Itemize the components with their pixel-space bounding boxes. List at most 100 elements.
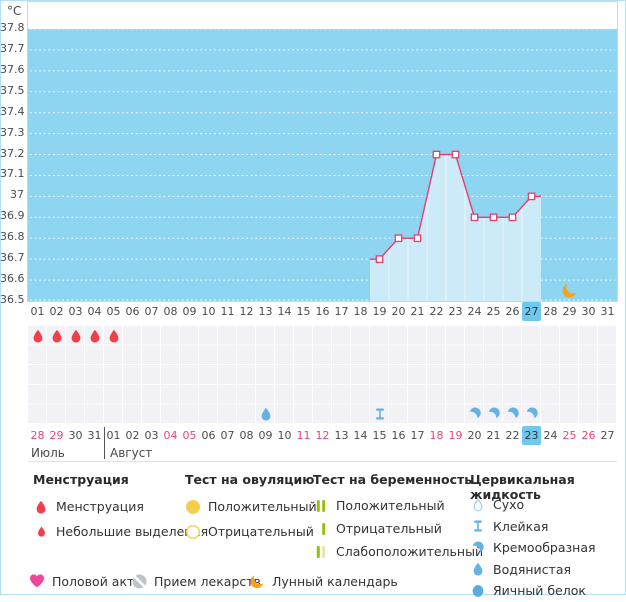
cycle-day-cell[interactable]: 04 <box>87 305 102 318</box>
y-tick-label: 37.7 <box>0 41 25 55</box>
cycle-day-cell[interactable]: 05 <box>106 305 121 318</box>
legend-item-label: Положительный <box>208 499 317 514</box>
calendar-day-cell[interactable]: 05 <box>182 429 197 442</box>
calendar-day-cell[interactable]: 16 <box>391 429 406 442</box>
calendar-day-cell[interactable]: 21 <box>486 429 501 442</box>
calendar-day-cell[interactable]: 23 <box>522 426 541 445</box>
calendar-day-cell[interactable]: 11 <box>296 429 311 442</box>
preg-neg-icon <box>313 522 329 536</box>
cycle-day-cell[interactable]: 13 <box>258 305 273 318</box>
calendar-day-cell[interactable]: 20 <box>467 429 482 442</box>
cycle-day-cell[interactable]: 16 <box>315 305 330 318</box>
cycle-day-cell[interactable]: 12 <box>239 305 254 318</box>
calendar-day-cell[interactable]: 12 <box>315 429 330 442</box>
calendar-day-cell[interactable]: 25 <box>562 429 577 442</box>
calendar-day-cell[interactable]: 06 <box>201 429 216 442</box>
calendar-day-cell[interactable]: 24 <box>543 429 558 442</box>
legend-section-title: Цервикальная жидкость <box>470 472 575 502</box>
legend-item: Слабоположительный <box>313 540 483 563</box>
menstruation-icon <box>104 326 123 346</box>
cycle-day-cell[interactable]: 01 <box>30 305 45 318</box>
cycle-day-cell[interactable]: 31 <box>600 305 615 318</box>
calendar-day-cell[interactable]: 27 <box>600 429 615 442</box>
calendar-day-cell[interactable]: 03 <box>144 429 159 442</box>
calendar-day-cell[interactable]: 26 <box>581 429 596 442</box>
event-grid[interactable] <box>28 326 617 424</box>
legend-item: Яичный белок <box>470 580 626 602</box>
creamy-icon <box>465 404 484 424</box>
cycle-day-cell[interactable]: 19 <box>372 305 387 318</box>
menstruation-icon <box>28 326 47 346</box>
cycle-day-cell[interactable]: 09 <box>182 305 197 318</box>
legend-section-title: Тест на беременность <box>313 472 473 487</box>
legend-section-title: Тест на овуляцию <box>185 472 315 487</box>
calendar-day-cell[interactable]: 09 <box>258 429 273 442</box>
calendar-day-cell[interactable]: 08 <box>239 429 254 442</box>
month-label: Июль <box>31 446 65 460</box>
calendar-day-cell[interactable]: 17 <box>410 429 425 442</box>
calendar-day-cell[interactable]: 18 <box>429 429 444 442</box>
calendar-day-cell[interactable]: 02 <box>125 429 140 442</box>
temperature-point <box>508 213 517 222</box>
cycle-day-cell[interactable]: 23 <box>448 305 463 318</box>
calendar-day-cell[interactable]: 01 <box>106 429 121 442</box>
temperature-point <box>394 234 403 243</box>
legend-footer-item: Прием лекарств <box>131 570 261 592</box>
legend-item-label: Положительный <box>336 498 445 513</box>
calendar-day-cell[interactable]: 30 <box>68 429 83 442</box>
legend-item: Водянистая <box>470 559 626 581</box>
cycle-day-cell[interactable]: 25 <box>486 305 501 318</box>
legend-item-label: Половой акт <box>52 573 135 589</box>
calendar-day-cell[interactable]: 07 <box>220 429 235 442</box>
calendar-day-cell[interactable]: 31 <box>87 429 102 442</box>
legend-item-label: Слабоположительный <box>336 544 484 559</box>
cycle-day-cell[interactable]: 15 <box>296 305 311 318</box>
legend-item-label: Яичный белок <box>493 583 586 599</box>
calendar-day-cell[interactable]: 29 <box>49 429 64 442</box>
cycle-day-cell[interactable]: 02 <box>49 305 64 318</box>
cycle-day-cell[interactable]: 14 <box>277 305 292 318</box>
cycle-day-cell[interactable]: 08 <box>163 305 178 318</box>
cycle-day-cell[interactable]: 18 <box>353 305 368 318</box>
y-tick-label: 36.9 <box>0 209 25 223</box>
calendar-day-cell[interactable]: 04 <box>163 429 178 442</box>
cycle-day-cell[interactable]: 28 <box>543 305 558 318</box>
legend-item-label: Небольшие выделения <box>56 524 209 539</box>
cycle-day-cell[interactable]: 11 <box>220 305 235 318</box>
legend-section: Цервикальная жидкость Сухо Клейкая Кремообр… <box>470 472 626 602</box>
cycle-day-cell[interactable]: 22 <box>429 305 444 318</box>
legend-section-title: Менструация <box>33 472 129 487</box>
calendar-day-row: 28 29 30 31 01 02 03 04 05 06 07 08 09 10 11 12 13 14 15 16… <box>28 426 617 446</box>
calendar-day-cell[interactable]: 10 <box>277 429 292 442</box>
cycle-day-cell[interactable]: 17 <box>334 305 349 318</box>
legend-item-label: Прием лекарств <box>154 573 261 589</box>
calendar-day-cell[interactable]: 19 <box>448 429 463 442</box>
cycle-day-cell[interactable]: 26 <box>505 305 520 318</box>
legend-item-label: Водянистая <box>493 561 572 577</box>
cycle-day-cell[interactable]: 10 <box>201 305 216 318</box>
legend-item: Положительный <box>313 494 483 517</box>
temperature-point <box>375 255 384 264</box>
cycle-day-cell[interactable]: 03 <box>68 305 83 318</box>
moon-icon <box>561 282 578 299</box>
calendar-day-cell[interactable]: 14 <box>353 429 368 442</box>
y-tick-label: 37.2 <box>0 146 25 160</box>
cycle-day-cell[interactable]: 29 <box>562 305 577 318</box>
calendar-day-cell[interactable]: 22 <box>505 429 520 442</box>
watery-icon <box>470 562 486 576</box>
temperature-chart-svg <box>28 2 617 301</box>
calendar-day-cell[interactable]: 28 <box>30 429 45 442</box>
cycle-day-cell[interactable]: 27 <box>522 302 541 321</box>
y-tick-label: 37.8 <box>0 21 25 34</box>
cycle-day-cell[interactable]: 07 <box>144 305 159 318</box>
calendar-day-cell[interactable]: 15 <box>372 429 387 442</box>
creamy-icon <box>484 404 503 424</box>
cycle-day-cell[interactable]: 30 <box>581 305 596 318</box>
cycle-day-cell[interactable]: 20 <box>391 305 406 318</box>
cycle-day-cell[interactable]: 24 <box>467 305 482 318</box>
legend-footer-item: Половой акт <box>29 570 134 592</box>
cycle-day-cell[interactable]: 06 <box>125 305 140 318</box>
calendar-day-cell[interactable]: 13 <box>334 429 349 442</box>
cycle-day-cell[interactable]: 21 <box>410 305 425 318</box>
y-tick-label: 36.8 <box>0 230 25 244</box>
